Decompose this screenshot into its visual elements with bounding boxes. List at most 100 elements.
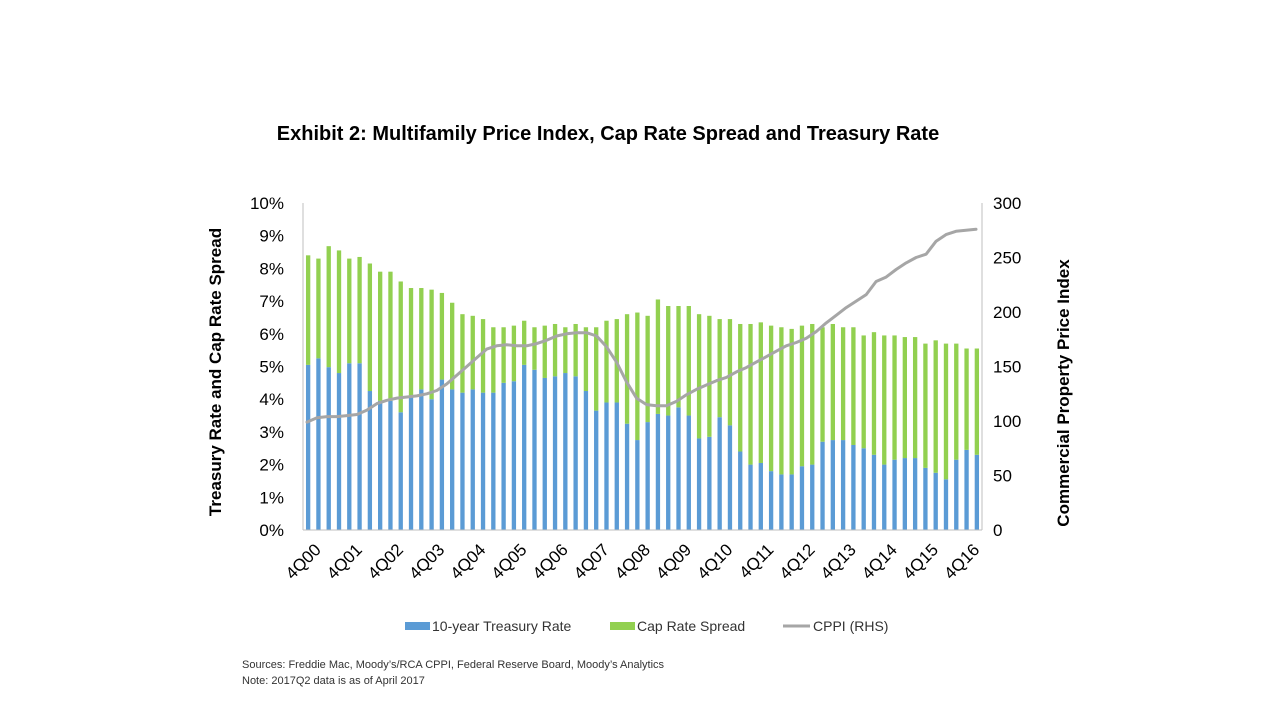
treasury-bar [336,373,342,530]
treasury-bar [964,449,969,530]
treasury-bar [933,472,938,530]
treasury-bar [378,400,383,530]
treasury-bar [892,459,897,530]
treasury-bar [357,363,362,530]
treasury-bar [511,381,517,530]
right-tick-label: 200 [993,303,1021,322]
treasury-bar [943,479,949,530]
x-tick-label: 4Q00 [282,540,325,583]
spread-bar [923,343,928,468]
spread-bar [594,327,599,411]
left-tick-label: 7% [259,292,284,311]
spread-bar [501,327,506,383]
spread-bar [666,306,671,416]
treasury-bar [439,379,445,530]
spread-bar [563,327,568,374]
spread-bar [460,314,465,393]
treasury-bar [758,462,763,530]
chart-title: Exhibit 2: Multifamily Price Index, Cap … [276,123,940,145]
spread-bar [779,327,784,475]
spread-bar [810,323,815,465]
source-notes: Sources: Freddie Mac, Moody’s/RCA CPPI, … [242,657,664,689]
treasury-bar [398,412,403,530]
treasury-bar [707,436,712,530]
treasury-bar [388,400,393,530]
spread-bar [717,319,722,418]
spread-bar [727,319,733,426]
treasury-bar [450,389,455,530]
spread-bar [748,323,753,465]
cppi-line [305,227,978,424]
treasury-bar [840,440,846,530]
spread-bar [840,327,846,441]
treasury-bar [367,391,373,530]
x-tick-label: 4Q16 [940,540,983,583]
treasury-bar [305,364,311,530]
left-tick-label: 2% [259,456,284,475]
treasury-bar [974,454,980,530]
left-tick-label: 8% [259,259,284,278]
right-tick-label: 150 [993,358,1021,377]
treasury-bar [871,454,877,530]
spread-bar [552,323,558,377]
treasury-bar [779,474,784,530]
left-tick-label: 4% [259,390,284,409]
spread-bar [676,306,681,408]
right-tick-label: 100 [993,412,1021,431]
spread-bar [799,325,805,467]
left-tick-label: 5% [259,358,284,377]
bars-layer [305,246,980,531]
legend-label: Cap Rate Spread [637,618,745,634]
spread-bar [522,320,527,365]
treasury-bar [912,458,918,530]
spread-bar [820,327,825,442]
x-tick-label: 4Q14 [858,540,901,583]
treasury-bar [676,407,681,531]
x-tick-label: 4Q05 [488,540,531,583]
spread-bar [367,263,373,392]
treasury-bar [717,417,722,530]
treasury-bar [624,423,630,530]
spread-bar [655,299,661,414]
left-tick-label: 10% [250,194,284,213]
spread-bar [696,314,702,439]
treasury-bar [419,389,424,530]
spread-bar [347,258,352,364]
spread-bar [573,323,578,377]
spread-bar [624,314,630,424]
spread-bar [830,323,835,441]
treasury-bar [542,377,547,530]
right-tick-label: 0 [993,521,1002,540]
spread-bar [738,323,743,452]
treasury-bar [408,395,414,530]
spread-bar [326,246,331,368]
x-tick-label: 4Q04 [447,540,490,583]
spread-bar [583,327,589,392]
treasury-bar [902,458,907,530]
x-tick-label: 4Q06 [529,540,572,583]
x-tick-label: 4Q12 [776,540,819,583]
left-tick-label: 0% [259,521,284,540]
cppi-line-layer [305,227,978,424]
spread-bar [388,271,393,401]
spread-bar [851,327,856,445]
spread-bar [357,256,362,364]
x-tick-label: 4Q13 [817,540,860,583]
treasury-bar [830,440,835,530]
legend-swatch [405,622,430,630]
treasury-bar [501,382,506,530]
spread-bar [768,325,774,472]
x-tick-label: 4Q07 [570,540,613,583]
treasury-bar [789,474,794,530]
spread-bar [316,258,321,359]
treasury-bar [635,440,640,530]
spread-bar [511,325,517,382]
treasury-bar [532,369,537,530]
spread-bar [707,315,712,437]
spread-bar [480,319,486,393]
treasury-bar [552,376,558,530]
spread-bar [882,335,887,465]
right-tick-label: 250 [993,249,1021,268]
legend-swatch [610,622,635,630]
